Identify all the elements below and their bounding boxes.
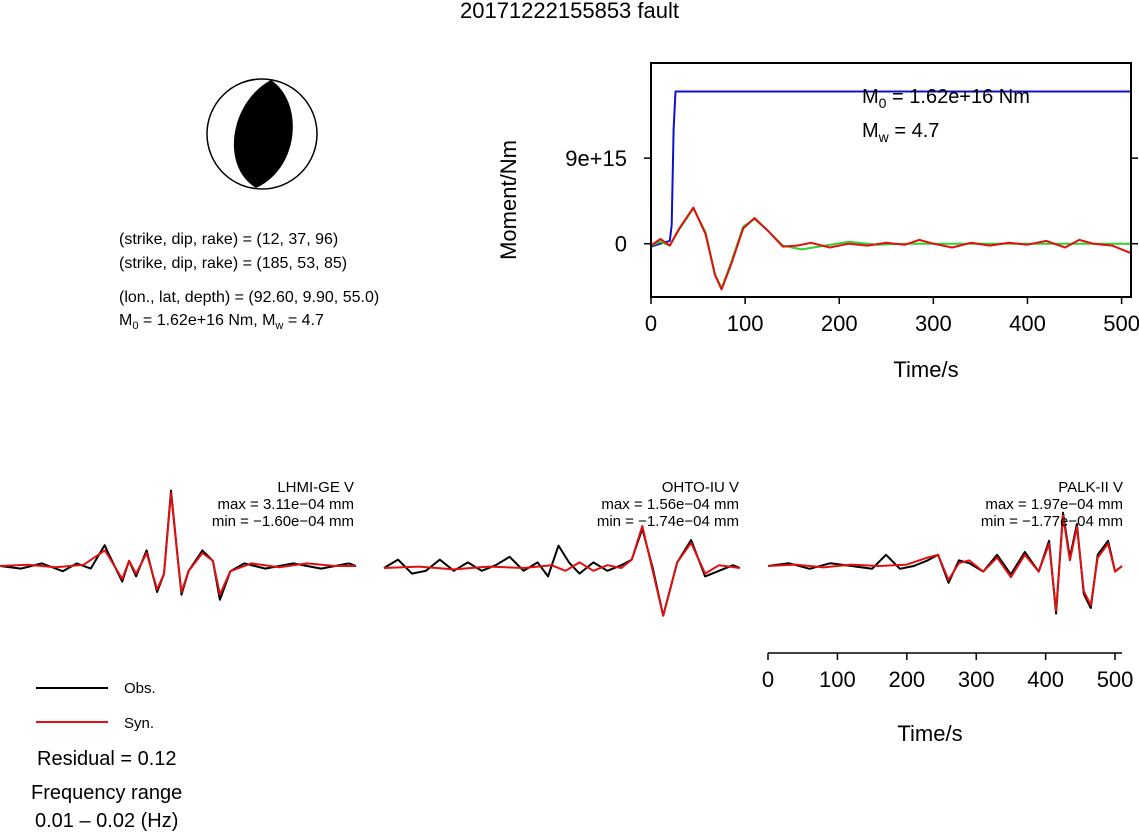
waveform-x-tick-label: 500 bbox=[1097, 667, 1134, 692]
moment-x-label: Time/s bbox=[893, 357, 958, 382]
moment-series-0 bbox=[650, 90, 1131, 248]
moment-chart: 0 100 200 300 400 500 0 9e+15 Time/s Moment/Nm bbox=[496, 62, 1139, 382]
moment-plot-frame bbox=[650, 62, 1132, 298]
frequency-title: Frequency range bbox=[31, 782, 183, 804]
waveform-x-tick-label: 300 bbox=[958, 667, 995, 692]
figure-title: 20171222155853 fault bbox=[460, 0, 679, 23]
moment-magnitude-info: M0 = 1.62e+16 Nm, Mw = 4.7 bbox=[119, 312, 324, 333]
moment-x-tick-label: 300 bbox=[915, 311, 952, 336]
moment-series-2 bbox=[650, 206, 1132, 291]
moment-mw-annotation: Mw = 4.7 bbox=[862, 120, 940, 145]
waveform-syn bbox=[767, 514, 1123, 612]
moment-x-tick-label: 100 bbox=[727, 311, 764, 336]
moment-x-tick-label: 500 bbox=[1103, 311, 1139, 336]
nodal-plane-1: (strike, dip, rake) = (12, 37, 96) bbox=[119, 231, 339, 248]
moment-y-label: Moment/Nm bbox=[496, 140, 521, 260]
legend-lines bbox=[36, 687, 108, 723]
moment-x-tick-label: 0 bbox=[645, 311, 657, 336]
waveform-x-tick-label: 100 bbox=[819, 667, 856, 692]
waveform-panel-1 bbox=[0, 489, 357, 601]
waveform-obs bbox=[383, 527, 741, 617]
moment-x-tick-label: 200 bbox=[821, 311, 858, 336]
waveform-syn bbox=[0, 492, 356, 596]
waveform-x-label: Time/s bbox=[897, 721, 962, 746]
moment-series-1 bbox=[650, 207, 1131, 290]
residual-text: Residual = 0.12 bbox=[37, 748, 177, 770]
legend-syn-label: Syn. bbox=[124, 715, 155, 732]
beachball-icon bbox=[206, 78, 318, 190]
nodal-plane-2: (strike, dip, rake) = (185, 53, 85) bbox=[119, 255, 348, 272]
moment-y-tick-label: 0 bbox=[615, 232, 627, 257]
waveform-panel-3: 0 100 200 300 400 500 Time/s bbox=[762, 511, 1134, 746]
waveform-x-tick-label: 200 bbox=[888, 667, 925, 692]
legend-obs-label: Obs. bbox=[124, 680, 156, 697]
waveform-panels: 0 100 200 300 400 500 Time/s bbox=[0, 489, 1134, 746]
waveform-x-tick-label: 0 bbox=[762, 667, 774, 692]
waveform-panel-2 bbox=[383, 525, 741, 617]
moment-y-tick-label: 9e+15 bbox=[565, 146, 627, 171]
waveform-syn bbox=[383, 525, 741, 617]
moment-m0-annotation: M0 = 1.62e+16 Nm bbox=[862, 86, 1030, 111]
location-depth: (lon., lat, depth) = (92.60, 9.90, 55.0) bbox=[119, 289, 380, 306]
waveform-x-tick-label: 400 bbox=[1027, 667, 1064, 692]
frequency-value: 0.01 – 0.02 (Hz) bbox=[35, 810, 179, 832]
moment-x-tick-label: 400 bbox=[1009, 311, 1046, 336]
